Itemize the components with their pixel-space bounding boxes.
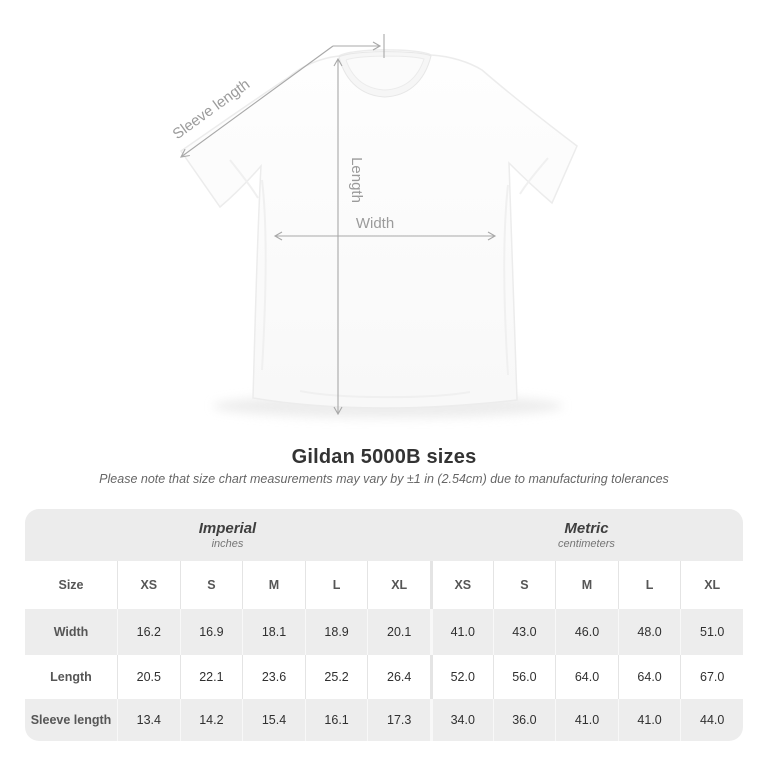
size-header-row: Size XS S M L XL XS S M L XL — [25, 561, 743, 609]
table-cell: 16.1 — [304, 699, 368, 741]
table-cell: 41.0 — [555, 699, 618, 741]
table-cell: 13.4 — [117, 699, 180, 741]
table-cell: 43.0 — [492, 609, 556, 655]
metric-sublabel: centimeters — [558, 538, 615, 550]
table-cell: 16.9 — [179, 609, 243, 655]
size-column-header: Size — [58, 578, 84, 592]
size-header: XL — [367, 561, 430, 609]
unit-header-band: Imperial inches Metric centimeters — [25, 509, 743, 561]
tshirt-diagram-svg: Sleeve length Length Width — [170, 34, 578, 418]
table-cell: 26.4 — [367, 655, 430, 699]
size-header: S — [179, 561, 243, 609]
sleeve-length-arrow — [180, 34, 385, 158]
table-row-sleeve-length: Sleeve length 13.4 14.2 15.4 16.1 17.3 3… — [25, 699, 743, 741]
table-cell: 34.0 — [429, 699, 493, 741]
table-cell: 41.0 — [617, 699, 681, 741]
row-label-sleeve-length: Sleeve length — [30, 713, 112, 727]
size-header: S — [492, 561, 556, 609]
table-cell: 52.0 — [429, 655, 493, 699]
table-cell: 64.0 — [617, 655, 681, 699]
table-cell: 51.0 — [680, 609, 743, 655]
table-cell: 23.6 — [242, 655, 305, 699]
size-header: M — [555, 561, 618, 609]
table-cell: 15.4 — [242, 699, 305, 741]
table-cell: 25.2 — [304, 655, 368, 699]
size-header: XS — [429, 561, 493, 609]
size-header: M — [242, 561, 305, 609]
width-arrow — [273, 231, 497, 241]
table-cell: 67.0 — [680, 655, 743, 699]
metric-unit-header: Metric centimeters — [430, 509, 743, 561]
table-cell: 46.0 — [555, 609, 618, 655]
table-row-width: Width 16.2 16.9 18.1 18.9 20.1 41.0 43.0… — [25, 609, 743, 655]
row-label-length: Length — [50, 670, 92, 684]
length-label: Length — [348, 157, 365, 203]
imperial-label: Imperial — [198, 520, 257, 537]
table-cell: 17.3 — [367, 699, 430, 741]
tshirt-body — [179, 49, 578, 409]
table-row-length: Length 20.5 22.1 23.6 25.2 26.4 52.0 56.… — [25, 655, 743, 699]
table-cell: 18.1 — [242, 609, 305, 655]
collar-rib-line — [345, 55, 425, 91]
size-header: XL — [680, 561, 743, 609]
imperial-sublabel: inches — [211, 538, 244, 550]
tshirt-measurement-diagram: Sleeve length Length Width — [170, 34, 578, 418]
imperial-unit-header: Imperial inches — [25, 509, 430, 561]
table-cell: 14.2 — [179, 699, 243, 741]
size-chart-table: Imperial inches Metric centimeters Size … — [25, 509, 743, 741]
table-cell: 16.2 — [117, 609, 180, 655]
length-arrow — [333, 57, 343, 416]
width-label: Width — [356, 215, 394, 232]
metric-label: Metric — [564, 520, 609, 537]
table-cell: 64.0 — [555, 655, 618, 699]
size-header: L — [617, 561, 681, 609]
table-cell: 36.0 — [492, 699, 556, 741]
table-cell: 56.0 — [492, 655, 556, 699]
size-header: XS — [117, 561, 180, 609]
table-cell: 41.0 — [429, 609, 493, 655]
fabric-wrinkles — [229, 157, 549, 399]
table-cell: 44.0 — [680, 699, 743, 741]
table-cell: 20.5 — [117, 655, 180, 699]
row-label-width: Width — [53, 625, 89, 639]
table-cell: 48.0 — [617, 609, 681, 655]
tolerance-note: Please note that size chart measurements… — [99, 472, 669, 486]
table-cell: 18.9 — [304, 609, 368, 655]
page-title: Gildan 5000B sizes — [291, 446, 477, 468]
table-cell: 20.1 — [367, 609, 430, 655]
table-cell: 22.1 — [179, 655, 243, 699]
size-header: L — [304, 561, 368, 609]
